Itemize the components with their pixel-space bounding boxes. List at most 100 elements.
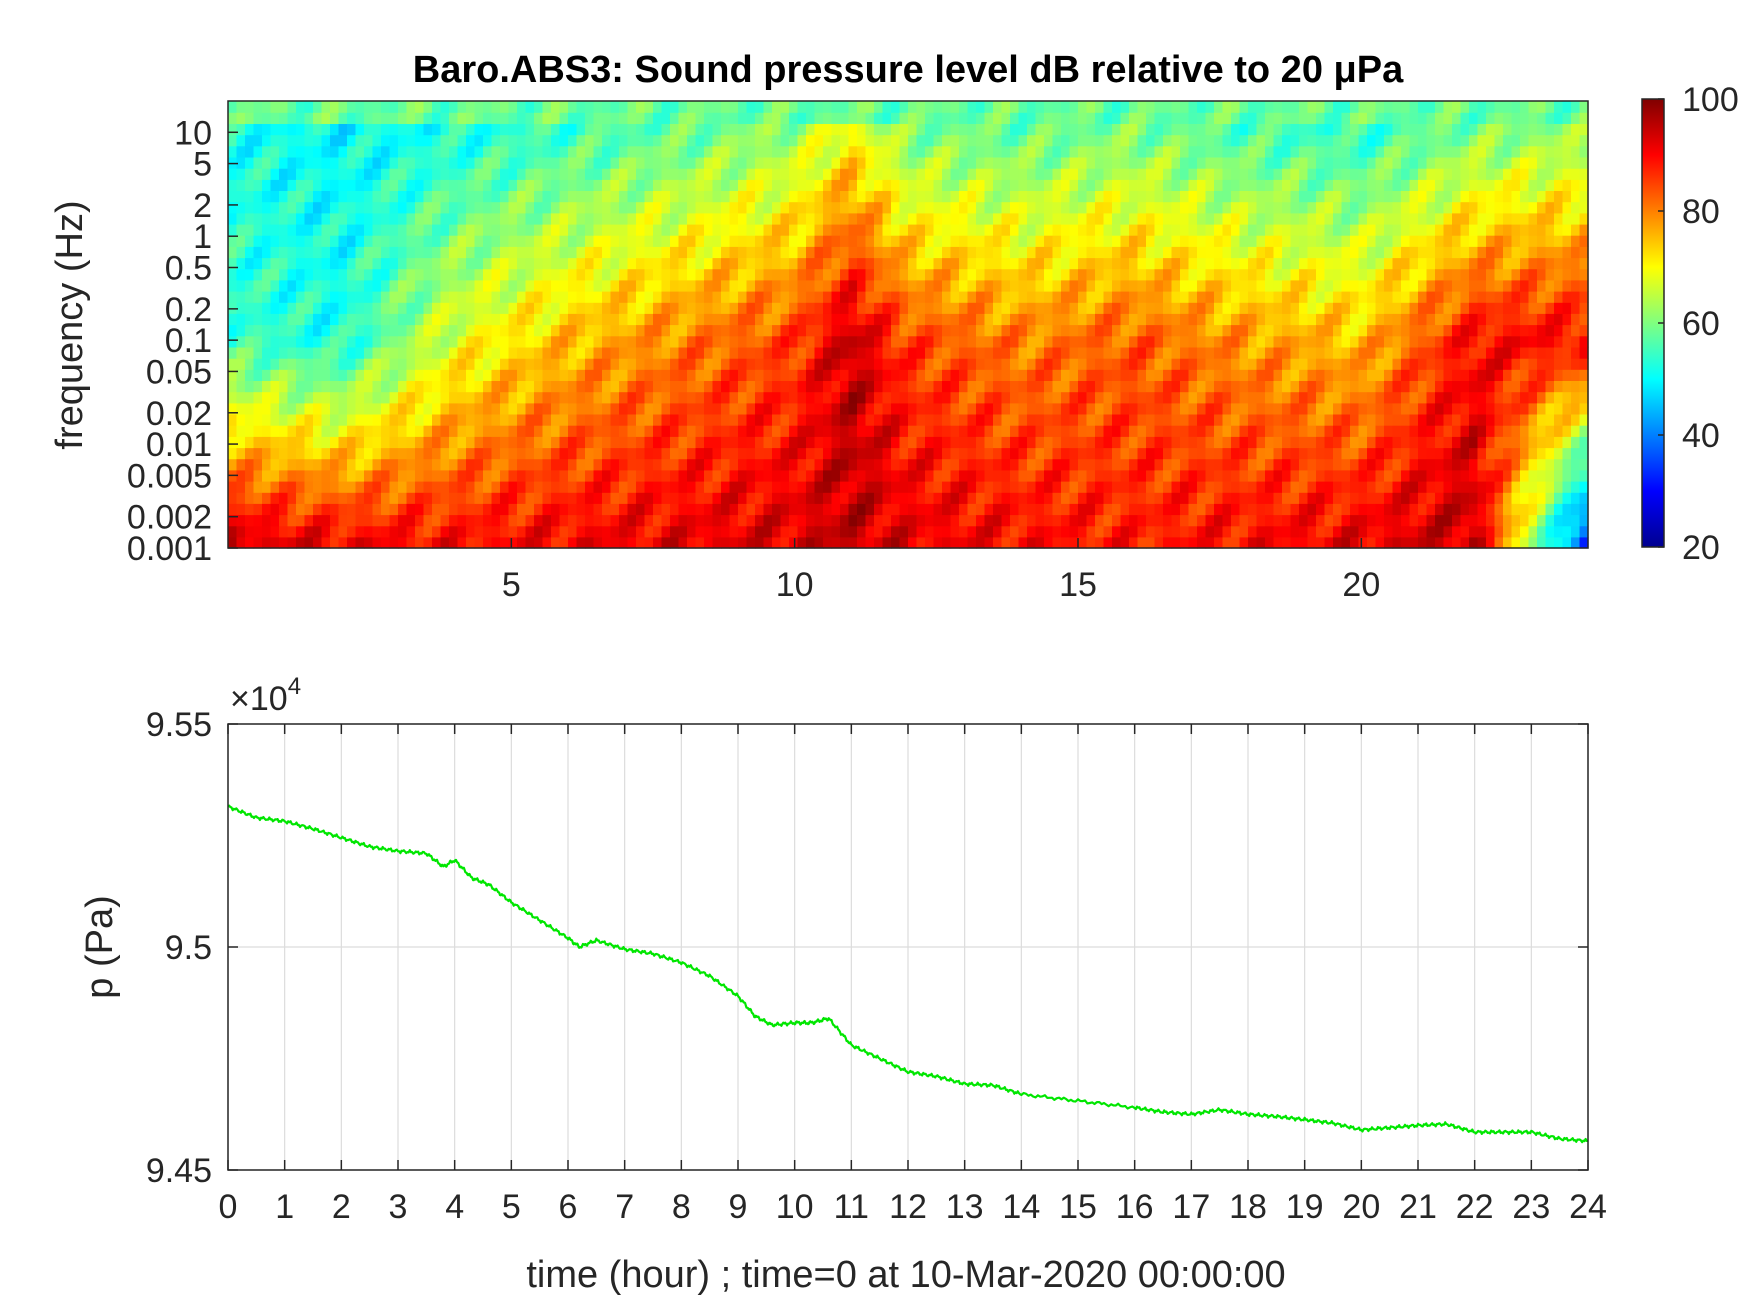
spectrogram-cell <box>993 134 1003 147</box>
spectrogram-cell <box>313 391 323 404</box>
spectrogram-cell <box>763 346 773 359</box>
spectrogram-cell <box>389 346 399 359</box>
spectrogram-cell <box>559 168 569 180</box>
spectrogram-cell <box>925 156 935 169</box>
spectrogram-cell <box>610 358 620 370</box>
spectrogram-cell <box>797 168 807 180</box>
spectrogram-cell <box>933 369 943 381</box>
spectrogram-cell <box>1061 324 1071 337</box>
spectrogram-cell <box>984 313 994 326</box>
spectrogram-cell <box>653 525 663 538</box>
spectrogram-cell <box>840 335 850 348</box>
spectrogram-cell <box>712 514 722 527</box>
spectrogram-cell <box>763 380 773 393</box>
spectrogram-cell <box>491 514 501 527</box>
spectrogram-cell <box>1214 268 1224 281</box>
spectrogram-cell <box>381 346 391 359</box>
spectrogram-cell <box>721 335 731 348</box>
spectrogram-cell <box>636 481 646 493</box>
spectrogram-cell <box>568 458 578 471</box>
spectrogram-cell <box>559 123 569 136</box>
spectrogram-cell <box>449 279 459 292</box>
spectrogram-cell <box>236 503 246 516</box>
spectrogram-cell <box>1018 425 1028 437</box>
spectrogram-cell <box>772 168 782 180</box>
spectrogram-cell <box>602 425 612 437</box>
spectrogram-cell <box>466 436 476 449</box>
spectrogram-cell <box>721 346 731 359</box>
spectrogram-cell <box>491 223 501 236</box>
spectrogram-cell <box>840 134 850 147</box>
spectrogram-cell <box>687 369 697 381</box>
spectrogram-cell <box>304 101 314 113</box>
spectrogram-cell <box>542 179 552 191</box>
spectrogram-cell <box>908 335 918 348</box>
spectrogram-cell <box>593 469 603 482</box>
spectrogram-cell <box>406 134 416 147</box>
spectrogram-cell <box>1248 145 1258 158</box>
spectrogram-cell <box>644 134 654 147</box>
spectrogram-cell <box>908 123 918 136</box>
spectrogram-cell <box>882 358 892 370</box>
spectrogram-cell <box>1001 525 1011 538</box>
spectrogram-cell <box>891 179 901 191</box>
spectrogram-cell <box>1112 123 1122 136</box>
spectrogram-cell <box>593 525 603 538</box>
spectrogram-cell <box>959 257 969 270</box>
spectrogram-cell <box>610 413 620 426</box>
spectrogram-cell <box>882 279 892 292</box>
spectrogram-cell <box>1282 145 1292 158</box>
spectrogram-cell <box>593 201 603 214</box>
spectrogram-cell <box>347 101 357 113</box>
spectrogram-cell <box>891 324 901 337</box>
spectrogram-cell <box>1180 179 1190 191</box>
spectrogram-cell <box>534 246 544 259</box>
spectrogram-cell <box>772 503 782 516</box>
spectrogram-cell <box>670 302 680 314</box>
spectrogram-cell <box>415 346 425 359</box>
spectrogram-cell <box>831 156 841 169</box>
spectrogram-cell <box>695 313 705 326</box>
spectrogram-cell <box>228 190 238 203</box>
spectrogram-cell <box>857 492 867 504</box>
spectrogram-cell <box>670 179 680 191</box>
spectrogram-cell <box>534 369 544 381</box>
spectrogram-cell <box>551 268 561 281</box>
spectrogram-cell <box>551 514 561 527</box>
spectrogram-cell <box>763 324 773 337</box>
spectrogram-cell <box>848 525 858 538</box>
spectrogram-cell <box>763 447 773 460</box>
spectrogram-cell <box>882 436 892 449</box>
spectrogram-cell <box>432 469 442 482</box>
spectrogram-cell <box>270 134 280 147</box>
spectrogram-cell <box>1095 503 1105 516</box>
spectrogram-cell <box>568 268 578 281</box>
spectrogram-cell <box>627 380 637 393</box>
spectrogram-cell <box>619 179 629 191</box>
spectrogram-cell <box>279 514 289 527</box>
spectrogram-cell <box>500 346 510 359</box>
spectrogram-cell <box>729 291 739 303</box>
spectrogram-cell <box>1052 402 1062 415</box>
spectrogram-cell <box>406 503 416 516</box>
spectrogram-cell <box>525 123 535 136</box>
spectrogram-cell <box>296 413 306 426</box>
spectrogram-cell <box>661 469 671 482</box>
spectrogram-cell <box>984 436 994 449</box>
spectrogram-cell <box>738 402 748 415</box>
spectrogram-cell <box>304 223 314 236</box>
spectrogram-cell <box>1086 101 1096 113</box>
spectrogram-cell <box>661 201 671 214</box>
spectrogram-cell <box>1171 156 1181 169</box>
spectrogram-cell <box>279 212 289 225</box>
spectrogram-cell <box>942 190 952 203</box>
spectrogram-cell <box>976 369 986 381</box>
spectrogram-cell <box>491 335 501 348</box>
spectrogram-cell <box>1069 190 1079 203</box>
spectrogram-cell <box>576 268 586 281</box>
spectrogram-cell <box>678 134 688 147</box>
spectrogram-cell <box>704 469 714 482</box>
spectrogram-cell <box>874 302 884 314</box>
spectrogram-cell <box>712 380 722 393</box>
spectrogram-cell <box>814 402 824 415</box>
